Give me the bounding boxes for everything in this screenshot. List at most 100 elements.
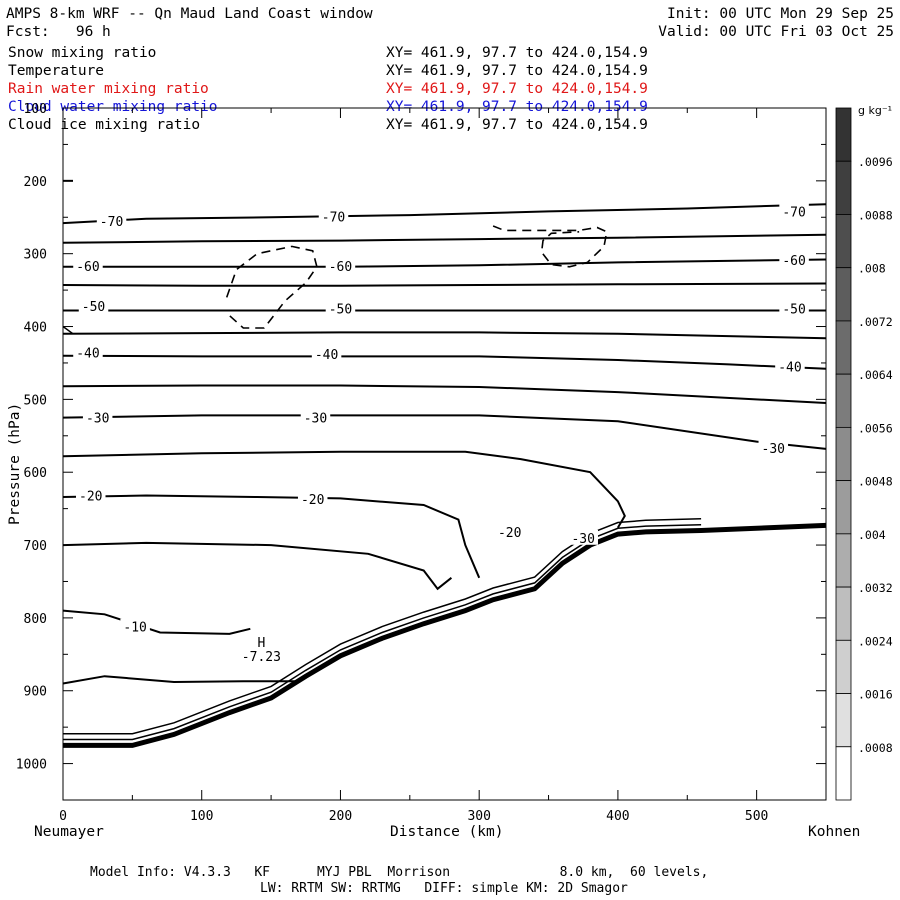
contour-label-bg [779, 252, 809, 268]
colorbar-label: .0096 [858, 155, 893, 169]
colorbar-box [835, 586, 852, 641]
isotherm-line [62, 354, 827, 370]
colorbar-label: .008 [858, 262, 886, 276]
contour-label-bg [311, 346, 342, 362]
contour-label-bg [73, 258, 103, 274]
colorbar-label: .0032 [858, 581, 893, 595]
contour-label-bg [325, 258, 356, 274]
y-tick-label: 200 [24, 175, 47, 190]
colorbar-box [835, 320, 852, 375]
y-tick-label: 500 [24, 393, 47, 408]
colorbar-box [835, 693, 852, 748]
contour-label-bg [297, 491, 328, 507]
y-tick-label: 400 [24, 321, 47, 336]
field-xy-cloud-water: XY= 461.9, 97.7 to 424.0,154.9 [386, 99, 648, 115]
contour-label-bg [568, 529, 598, 545]
model-info-line2: LW: RRTM SW: RRTMG DIFF: simple KM: 2D S… [260, 881, 628, 896]
y-axis-label: Pressure (hPa) [7, 402, 23, 525]
contour-label-bg [775, 358, 805, 374]
contour-label: -40 [76, 347, 99, 362]
y-tick-label: 1000 [16, 758, 47, 773]
contour-label-bg [758, 440, 789, 456]
left-edge-mark [62, 325, 74, 335]
contour-label: H [257, 636, 265, 651]
chart-title: AMPS 8-km WRF -- Qn Maud Land Coast wind… [6, 6, 373, 22]
field-name-cloud-ice: Cloud ice mixing ratio [8, 117, 201, 133]
contour-label-bg [82, 409, 113, 425]
contour-label: -20 [498, 526, 521, 541]
colorbar-label: .0056 [858, 421, 893, 435]
colorbar-unit: g kg⁻¹ [858, 104, 892, 117]
contour-label-bg [779, 300, 809, 316]
field-name-temperature: Temperature [8, 63, 105, 79]
plot-frame [62, 107, 827, 801]
y-tick-label: 900 [24, 685, 47, 700]
contour-label: -50 [82, 300, 105, 315]
isotherm-line [62, 282, 827, 287]
colorbar-box [835, 214, 852, 269]
isotherm-line [62, 384, 827, 404]
isotherm-line [62, 450, 626, 529]
terrain-line [63, 522, 827, 748]
x-tick-label: 400 [606, 809, 629, 824]
forecast-hour: Fcst: 96 h [6, 24, 111, 40]
y-tick-label: 600 [24, 466, 47, 481]
contour-label-bg [300, 409, 331, 425]
isotherm-line [62, 233, 827, 244]
isotherm-line [62, 414, 827, 450]
colorbar-box [835, 533, 852, 588]
x-right-station-label: Kohnen [808, 824, 861, 840]
cloud-ice-contour [225, 245, 318, 329]
colorbar-label: .0008 [858, 741, 893, 755]
cloud-ice-contour [492, 225, 608, 268]
contour-label-bg [75, 487, 106, 503]
contour-label: -60 [76, 260, 99, 275]
field-xy-cloud-ice: XY= 461.9, 97.7 to 424.0,154.9 [386, 117, 648, 133]
colorbar-label: .0064 [858, 368, 893, 382]
colorbar-box [835, 373, 852, 428]
y-tick-label: 100 [24, 102, 47, 117]
x-tick-label: 100 [190, 809, 213, 824]
contour-label: -50 [329, 302, 352, 317]
contour-label-bg [325, 300, 356, 316]
colorbar-label: .0072 [858, 315, 893, 329]
contour-label: -40 [778, 361, 801, 376]
field-name-snow: Snow mixing ratio [8, 45, 157, 61]
contour-label: -20 [301, 493, 324, 508]
contour-label: -30 [304, 412, 327, 427]
field-name-cloud-water: Cloud water mixing ratio [8, 99, 218, 115]
x-tick-label: 300 [467, 809, 490, 824]
field-name-rain: Rain water mixing ratio [8, 81, 209, 97]
colorbar-label: .0048 [858, 475, 893, 489]
field-xy-temperature: XY= 461.9, 97.7 to 424.0,154.9 [386, 63, 648, 79]
isotherm-line [62, 675, 299, 685]
contour-label-bg [96, 212, 127, 228]
colorbar-box [835, 746, 852, 801]
contour-label: -20 [79, 490, 102, 505]
x-axis-label: Distance (km) [390, 824, 504, 840]
contour-label-bg [255, 633, 268, 649]
colorbar-box [835, 160, 852, 215]
contour-label: -60 [329, 260, 352, 275]
contour-label-bg [73, 344, 103, 360]
contour-label-bg [318, 208, 349, 224]
near-surface-line [63, 518, 702, 735]
isotherm-line [63, 258, 827, 268]
contour-label: -60 [782, 254, 805, 269]
isotherm-line [62, 541, 453, 591]
field-xy-snow: XY= 461.9, 97.7 to 424.0,154.9 [386, 45, 648, 61]
colorbar-box [835, 480, 852, 535]
contour-label: -7.23 [242, 650, 281, 665]
colorbar-box [835, 107, 852, 162]
colorbar-label: .0024 [858, 634, 893, 648]
x-tick-label: 200 [329, 809, 352, 824]
isotherm-line [62, 494, 481, 579]
y-tick-label: 800 [24, 612, 47, 627]
colorbar-box [835, 639, 852, 694]
near-surface-line [63, 523, 702, 741]
contour-label: -50 [782, 302, 805, 317]
x-tick-label: 0 [59, 809, 67, 824]
isotherm-line [62, 609, 251, 635]
contour-label: -30 [571, 532, 594, 547]
colorbar-label: .0016 [858, 688, 893, 702]
